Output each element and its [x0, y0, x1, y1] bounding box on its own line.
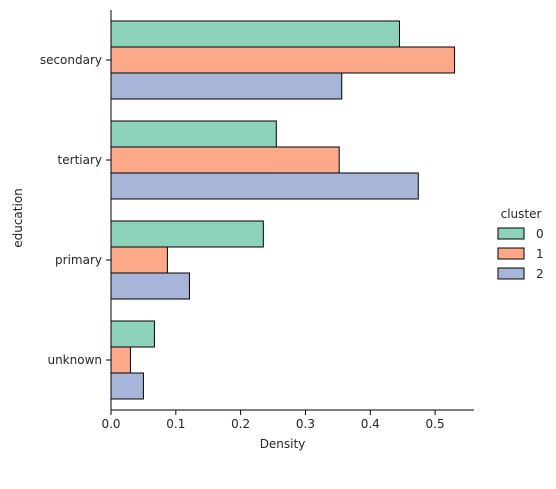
y-tick-label: unknown — [47, 353, 102, 367]
y-axis-ticks: secondary tertiary primary unknown — [40, 53, 111, 367]
bar-unknown-cluster-2 — [110, 372, 144, 400]
x-tick-label: 0.4 — [361, 417, 380, 431]
y-tick-label: secondary — [40, 53, 102, 67]
legend-swatch-0 — [497, 227, 525, 240]
bar-tertiary-cluster-1 — [110, 146, 340, 174]
bar-unknown-cluster-0 — [110, 320, 155, 348]
y-axis-label: education — [11, 188, 25, 248]
x-tick-label: 0.1 — [166, 417, 185, 431]
x-tick-label: 0.2 — [231, 417, 250, 431]
legend-label-2: 2 — [536, 267, 544, 281]
bar-tertiary-cluster-0 — [110, 120, 277, 148]
bar-primary-cluster-0 — [110, 220, 264, 248]
legend-swatch-1 — [497, 247, 525, 260]
x-tick-label: 0.3 — [296, 417, 315, 431]
legend-label-1: 1 — [536, 247, 544, 261]
bars-group — [110, 20, 456, 400]
bar-secondary-cluster-1 — [110, 46, 456, 74]
x-axis-label: Density — [260, 437, 306, 451]
x-tick-label: 0.5 — [426, 417, 445, 431]
x-tick-label: 0.0 — [101, 417, 120, 431]
legend-label-0: 0 — [536, 227, 544, 241]
bar-unknown-cluster-1 — [110, 346, 131, 374]
bar-secondary-cluster-0 — [110, 20, 400, 48]
bar-secondary-cluster-2 — [110, 72, 343, 100]
bar-primary-cluster-2 — [110, 272, 190, 300]
legend-swatch-2 — [497, 267, 525, 280]
x-axis-ticks: 0.0 0.1 0.2 0.3 0.4 0.5 — [101, 410, 445, 431]
y-tick-label: primary — [55, 253, 102, 267]
y-tick-label: tertiary — [58, 153, 102, 167]
legend: cluster 0 1 2 — [497, 207, 544, 281]
bar-primary-cluster-1 — [110, 246, 168, 274]
bar-tertiary-cluster-2 — [110, 172, 419, 200]
legend-title: cluster — [501, 207, 542, 221]
